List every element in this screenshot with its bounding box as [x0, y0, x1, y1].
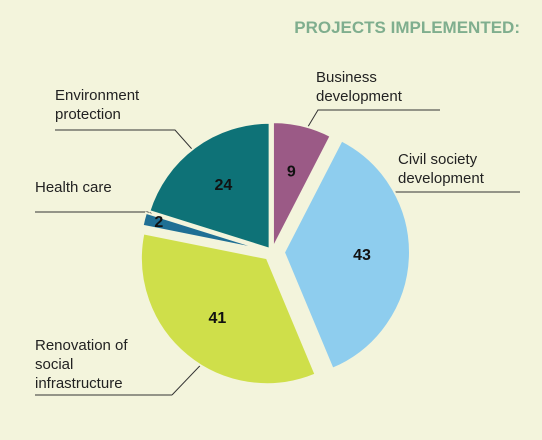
- data-label: 41: [209, 310, 227, 327]
- slice-label: Renovation of social infrastructure: [35, 337, 128, 392]
- pie-slice: [271, 121, 332, 249]
- pie-slice: [139, 232, 317, 386]
- data-label: 9: [287, 163, 296, 180]
- pie-slice: [282, 139, 411, 371]
- leader-line: [35, 211, 161, 227]
- pie-slice: [148, 121, 271, 251]
- pie-slice: [141, 211, 267, 252]
- slice-label: Civil society development: [398, 151, 484, 187]
- slice-label: Environment protection: [55, 87, 140, 123]
- slice-label: Business development: [316, 69, 402, 105]
- data-label: 2: [154, 214, 163, 231]
- chart-title: PROJECTS IMPLEMENTED:: [294, 18, 520, 37]
- slice-label: Health care: [35, 179, 112, 196]
- data-label: 24: [214, 177, 232, 194]
- data-label: 43: [353, 247, 371, 264]
